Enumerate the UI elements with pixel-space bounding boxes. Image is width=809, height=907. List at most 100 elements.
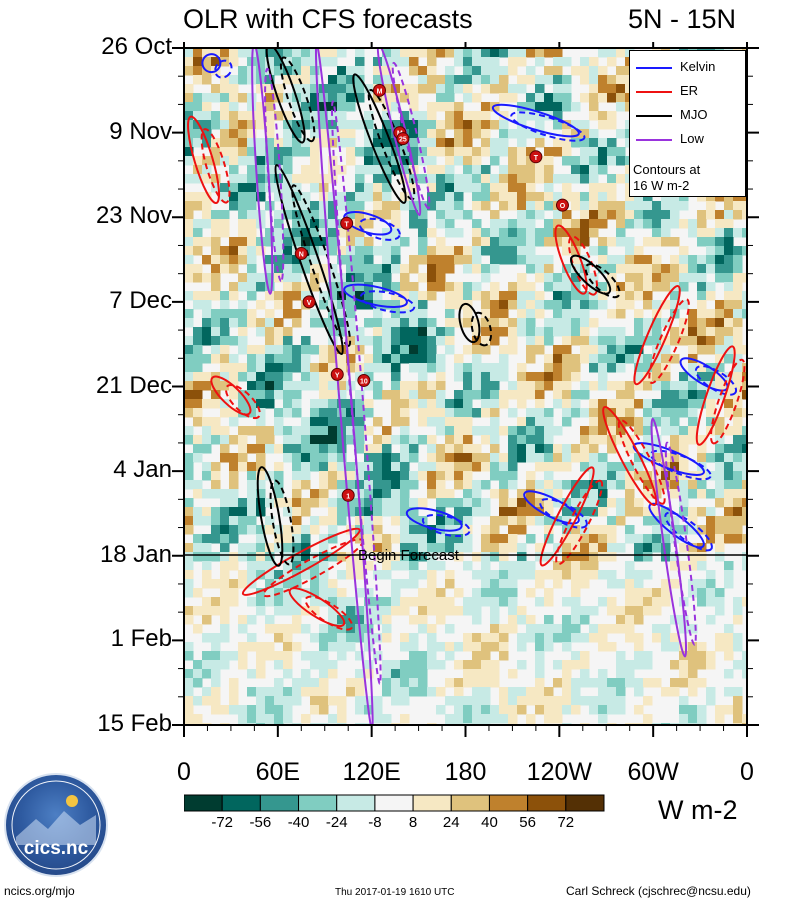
olr-cell (310, 696, 320, 706)
olr-cell (445, 138, 455, 148)
olr-cell (283, 156, 293, 166)
olr-cell (337, 705, 347, 715)
olr-cell (418, 408, 428, 418)
olr-cell (508, 246, 518, 256)
olr-cell (616, 66, 626, 76)
olr-cell (265, 156, 275, 166)
olr-cell (310, 381, 320, 391)
olr-cell (472, 291, 482, 301)
olr-cell (472, 228, 482, 238)
olr-cell (364, 453, 374, 463)
olr-cell (328, 156, 338, 166)
olr-cell (463, 498, 473, 508)
olr-cell (319, 408, 329, 418)
olr-cell (265, 651, 275, 661)
olr-cell (274, 606, 284, 616)
olr-cell (202, 579, 212, 589)
er-contour (288, 587, 346, 627)
olr-cell (472, 462, 482, 472)
olr-cell (409, 264, 419, 274)
olr-cell (472, 615, 482, 625)
olr-cell (724, 633, 734, 643)
olr-cell (319, 489, 329, 499)
olr-cell (229, 561, 239, 571)
olr-cell (499, 426, 509, 436)
olr-cell (571, 219, 581, 229)
olr-cell (274, 93, 284, 103)
olr-cell (193, 408, 203, 418)
olr-cell (598, 66, 608, 76)
olr-cell (373, 525, 383, 535)
olr-cell (490, 318, 500, 328)
olr-cell (589, 345, 599, 355)
olr-cell (715, 300, 725, 310)
olr-cell (517, 417, 527, 427)
olr-cell (481, 291, 491, 301)
olr-cell (454, 417, 464, 427)
olr-cell (481, 345, 491, 355)
olr-cell (391, 165, 401, 175)
olr-cell (499, 165, 509, 175)
olr-cell (409, 363, 419, 373)
olr-cell (427, 255, 437, 265)
olr-cell (301, 570, 311, 580)
olr-cell (220, 615, 230, 625)
low-contour-dashed (331, 100, 382, 685)
olr-cell (355, 327, 365, 337)
olr-cell (643, 210, 653, 220)
olr-cell (742, 507, 747, 517)
olr-cell (193, 390, 203, 400)
olr-cell (508, 471, 518, 481)
olr-cell (301, 174, 311, 184)
olr-cell (688, 669, 698, 679)
olr-cell (526, 219, 536, 229)
olr-cell (706, 228, 716, 238)
olr-cell (472, 588, 482, 598)
olr-cell (517, 75, 527, 85)
olr-cell (391, 318, 401, 328)
olr-cell (382, 246, 392, 256)
olr-cell (292, 624, 302, 634)
olr-cell (499, 633, 509, 643)
olr-cell (715, 237, 725, 247)
olr-cell (733, 273, 743, 283)
olr-cell (463, 426, 473, 436)
olr-cell (319, 246, 329, 256)
olr-cell (400, 561, 410, 571)
olr-cell (589, 534, 599, 544)
olr-cell (220, 48, 230, 58)
olr-cell (607, 516, 617, 526)
olr-cell (319, 228, 329, 238)
olr-cell (670, 336, 680, 346)
olr-cell (301, 84, 311, 94)
olr-cell (508, 480, 518, 490)
olr-cell (400, 687, 410, 697)
olr-cell (544, 471, 554, 481)
x-tick-label: 60E (255, 758, 301, 786)
olr-cell (364, 246, 374, 256)
olr-cell (445, 147, 455, 157)
storm-marker: O (555, 198, 569, 212)
olr-cell (400, 327, 410, 337)
olr-cell (247, 444, 257, 454)
olr-cell (427, 111, 437, 121)
olr-cell (292, 57, 302, 67)
olr-cell (589, 273, 599, 283)
olr-cell (706, 255, 716, 265)
olr-cell (499, 201, 509, 211)
olr-cell (607, 597, 617, 607)
olr-cell (247, 156, 257, 166)
olr-cell (643, 408, 653, 418)
olr-cell (373, 309, 383, 319)
olr-cell (544, 102, 554, 112)
olr-cell (472, 489, 482, 499)
olr-cell (454, 552, 464, 562)
olr-cell (724, 534, 734, 544)
olr-cell (220, 399, 230, 409)
olr-cell (463, 642, 473, 652)
olr-cell (508, 588, 518, 598)
olr-cell (517, 615, 527, 625)
olr-cell (535, 624, 545, 634)
olr-cell (490, 57, 500, 67)
olr-cell (733, 525, 743, 535)
